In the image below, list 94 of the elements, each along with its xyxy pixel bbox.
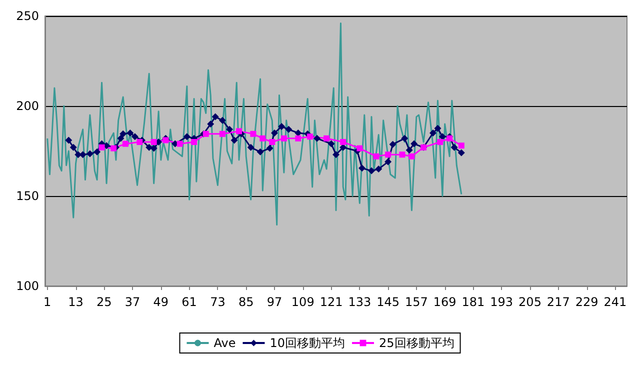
point: [212, 113, 219, 120]
point: [183, 133, 190, 140]
point: [136, 139, 143, 145]
point: [94, 148, 101, 156]
point: [406, 146, 413, 154]
point: [314, 134, 321, 142]
point: [280, 135, 287, 142]
x-tick-label: 157: [404, 295, 428, 309]
y-tick-label: 250: [16, 9, 39, 23]
point: [110, 145, 117, 152]
y-tick-label: 150: [16, 189, 39, 203]
x-tick-label: 73: [210, 295, 226, 309]
point: [146, 144, 153, 151]
point: [399, 152, 406, 158]
x-tick-label: 13: [68, 295, 84, 309]
point: [191, 139, 198, 145]
point: [207, 120, 214, 128]
point: [385, 152, 392, 158]
point: [408, 153, 415, 160]
legend-label: Ave: [214, 336, 236, 350]
point: [434, 124, 442, 132]
point: [150, 144, 158, 152]
point: [266, 144, 274, 152]
point: [218, 116, 226, 124]
point: [219, 130, 226, 137]
x-tick-label: 49: [153, 295, 169, 309]
point: [202, 130, 209, 137]
point: [269, 139, 276, 145]
point: [450, 144, 458, 151]
point: [295, 135, 302, 142]
point: [131, 133, 138, 140]
point: [256, 148, 264, 156]
point: [65, 136, 72, 144]
x-tick-label: 145: [376, 295, 400, 309]
point: [230, 136, 238, 144]
x-tick-label: 181: [462, 295, 485, 309]
point: [162, 137, 169, 144]
point: [294, 130, 302, 136]
x-tick-label: 217: [546, 295, 570, 309]
point: [247, 144, 254, 151]
legend-label: 10回移動平均: [270, 336, 346, 350]
point: [373, 153, 380, 160]
point: [368, 167, 375, 174]
x-tick-label: 121: [320, 295, 343, 309]
point: [375, 166, 382, 172]
point: [358, 164, 366, 172]
point: [122, 140, 128, 147]
point: [437, 139, 444, 145]
x-tick-label: 241: [604, 295, 627, 309]
x-tick-label: 1: [44, 295, 52, 309]
point: [270, 130, 278, 136]
x-tick-label: 37: [124, 295, 140, 309]
x-tick-label: 85: [238, 295, 254, 309]
point: [328, 140, 335, 148]
legend-label: 25回移動平均: [378, 336, 454, 350]
point: [86, 150, 94, 158]
x-tick-label: 61: [182, 295, 197, 309]
point: [389, 140, 396, 148]
point: [410, 140, 418, 148]
point: [117, 134, 124, 142]
x-tick-label: 229: [575, 295, 598, 309]
point: [285, 126, 292, 133]
x-tick-label: 169: [433, 295, 456, 309]
point: [70, 144, 77, 151]
x-tick-label: 205: [518, 295, 542, 309]
y-tick-label: 200: [16, 99, 39, 113]
point: [332, 151, 340, 158]
point: [430, 130, 436, 136]
x-tick-label: 25: [96, 295, 112, 309]
point: [458, 142, 464, 149]
x-tick-label: 97: [266, 295, 282, 309]
point: [458, 149, 465, 156]
point: [356, 145, 363, 152]
point: [384, 158, 392, 166]
point: [120, 130, 127, 138]
y-tick-label: 100: [16, 279, 39, 293]
point: [306, 134, 313, 140]
line-series: [46, 22, 462, 226]
point: [260, 135, 266, 142]
x-tick-label: 109: [291, 295, 314, 309]
point: [126, 130, 134, 136]
point: [401, 134, 408, 142]
point: [340, 139, 346, 145]
point: [226, 126, 234, 133]
point: [438, 133, 446, 140]
point: [236, 128, 242, 134]
x-tick-label: 133: [348, 295, 372, 309]
point: [98, 144, 105, 150]
point: [278, 123, 286, 130]
point: [250, 130, 256, 137]
point: [324, 135, 330, 142]
point: [176, 140, 183, 147]
x-tick-label: 193: [490, 295, 514, 309]
point: [150, 139, 157, 145]
